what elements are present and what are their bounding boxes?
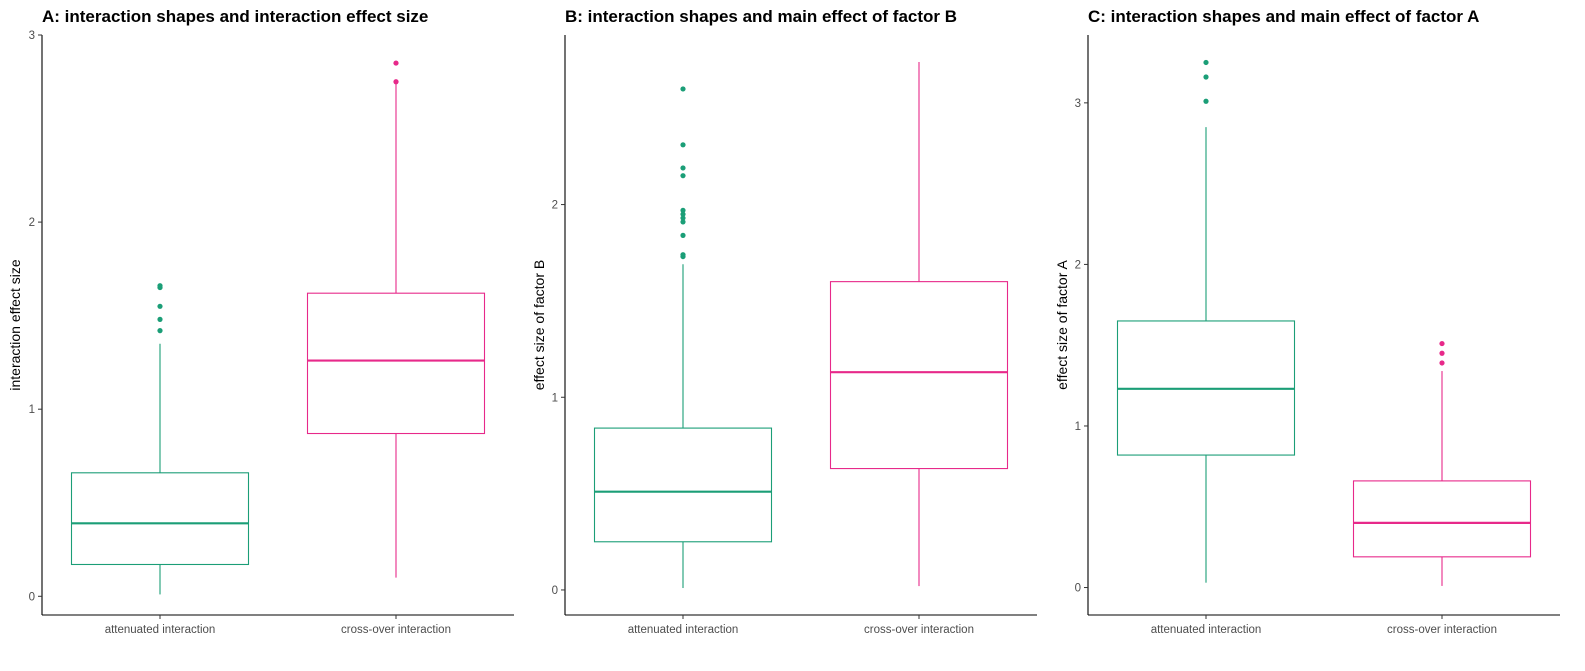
panel-c-box-attenuated [1116,59,1296,583]
panel-c-outlier-point [1439,350,1445,356]
panel-c-marks: 0 1 2 3 attenuated interaction cross-over int… [1075,35,1560,636]
panel-c-box-cross-over [1352,340,1532,586]
panel-b-box-cross-over [829,61,1009,587]
panel-a-y-tick-label: 1 [29,404,35,416]
panel-c-outlier-point [1439,340,1445,347]
panel-b-y-tick-label: 1 [552,392,558,404]
panel-b-box-iqr [593,427,773,543]
panel-b: B: interaction shapes and main effect of… [531,7,1037,636]
panel-a-outlier-point [157,328,163,334]
panel-c-y-axis-title: effect size of factor A [1054,259,1070,389]
panel-a-box-iqr [70,472,250,566]
panel-c-y-tick-label: 3 [1075,98,1081,110]
panel-b-outlier-point [680,219,686,225]
panel-c: C: interaction shapes and main effect of… [1054,7,1560,636]
panel-a-y-tick-label: 2 [29,217,35,229]
panel-a-outlier-point [393,79,399,85]
panel-b-y-tick-label: 2 [552,200,558,212]
panel-c-box-iqr [1352,480,1532,558]
panel-b-x-tick-label: attenuated interaction [628,624,739,636]
panel-a-box-iqr [306,292,486,435]
panel-a-x-tick-label: cross-over interaction [341,624,451,636]
panel-a-outlier-point [157,316,163,322]
panel-c-y-tick-label: 1 [1075,421,1081,433]
panel-a-marks: 0 1 2 3 attenuated interaction cross-over int… [29,30,514,636]
panel-a-x-tick-label: attenuated interaction [105,624,216,636]
panel-a-y-tick-label: 3 [29,30,35,42]
panel-c-outlier-point [1203,74,1209,80]
panel-a-outlier-point [393,60,399,66]
panel-c-title: C: interaction shapes and main effect of… [1088,7,1479,26]
panel-c-outlier-point [1203,98,1209,104]
panel-b-outlier-point [680,86,686,92]
panel-c-y-tick-label: 0 [1075,583,1081,595]
panel-a-outlier-point [157,303,163,309]
panel-a-y-axis-title: interaction effect size [7,259,23,390]
panel-b-outlier-point [680,165,686,171]
panel-b-outlier-point [680,173,686,179]
panel-a-y-tick-label: 0 [29,591,35,603]
panel-a-box-attenuated [70,283,250,595]
panel-b-outlier-point [680,207,686,213]
panel-c-outlier-point [1203,59,1209,66]
panel-c-y-tick-label: 2 [1075,259,1081,271]
panel-b-y-tick-label: 0 [552,585,558,597]
panel-b-outlier-point [680,211,686,217]
panel-a-title: A: interaction shapes and interaction ef… [42,7,428,26]
panel-b-marks: 0 1 2 attenuated interaction cross-over inte… [552,35,1037,636]
panel-a-outlier-point [157,283,163,289]
panel-c-outlier-point [1439,360,1445,366]
panel-b-box-iqr [829,281,1009,470]
panel-a-box-cross-over [306,60,486,578]
panel-b-x-tick-label: cross-over interaction [864,624,974,636]
panel-b-outlier-point [680,215,686,221]
panel-b-outlier-point [680,142,686,148]
panel-c-x-tick-label: cross-over interaction [1387,624,1497,636]
panel-b-outlier-point [680,232,686,238]
panel-a: A: interaction shapes and interaction ef… [7,7,514,636]
panel-b-title: B: interaction shapes and main effect of… [565,7,957,26]
panel-b-y-axis-title: effect size of factor B [531,260,547,390]
panel-b-outlier-point [680,252,686,258]
panel-b-box-attenuated [593,86,773,589]
panel-c-x-tick-label: attenuated interaction [1151,624,1262,636]
